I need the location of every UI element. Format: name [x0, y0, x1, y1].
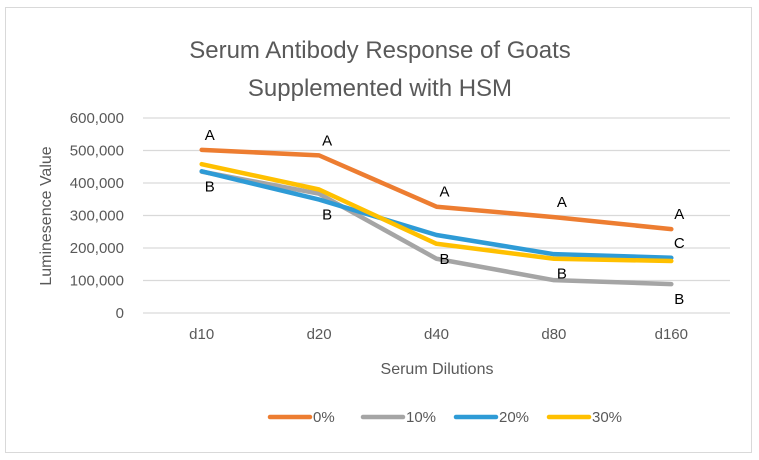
annotation-label: A — [322, 132, 332, 149]
legend-label: 10% — [406, 409, 436, 426]
y-tick-label: 600,000 — [70, 110, 124, 127]
y-tick-label: 500,000 — [70, 143, 124, 160]
y-tick-label: 300,000 — [70, 208, 124, 225]
legend-label: 30% — [592, 409, 622, 426]
chart-title-line-1: Serum Antibody Response of Goats — [189, 37, 571, 64]
legend: 0% 10% 20% 30% — [267, 409, 622, 426]
x-tick-label: d20 — [307, 326, 332, 343]
y-tick-label: 400,000 — [70, 175, 124, 192]
annotation-label: A — [674, 206, 684, 223]
y-axis-title: Luminesence Value — [38, 146, 55, 285]
series-line-0pct — [199, 147, 674, 232]
annotation-label: B — [205, 178, 215, 195]
annotation-label: B — [439, 251, 449, 268]
x-tick-label: d80 — [541, 326, 566, 343]
y-tick-label: 0 — [116, 305, 124, 322]
annotation-label: A — [439, 184, 449, 201]
y-tick-label: 200,000 — [70, 240, 124, 257]
x-tick-label: d40 — [424, 326, 449, 343]
series-line-10pct — [199, 169, 674, 287]
x-tick-label: d160 — [655, 326, 688, 343]
annotation-label: A — [557, 194, 567, 211]
legend-label: 20% — [499, 409, 529, 426]
legend-label: 0% — [313, 409, 335, 426]
series-line-30pct — [199, 161, 674, 264]
annotation-label: A — [205, 127, 215, 144]
y-tick-label: 100,000 — [70, 273, 124, 290]
x-tick-label: d10 — [189, 326, 214, 343]
annotation-label: B — [557, 266, 567, 283]
chart-frame — [5, 7, 752, 453]
annotation-label: C — [674, 235, 685, 252]
chart-title-line-2: Supplemented with HSM — [248, 75, 512, 102]
x-axis-title: Serum Dilutions — [381, 361, 494, 378]
annotation-label: B — [674, 291, 684, 308]
series-line-20pct — [199, 169, 674, 260]
annotation-label: B — [322, 207, 332, 224]
